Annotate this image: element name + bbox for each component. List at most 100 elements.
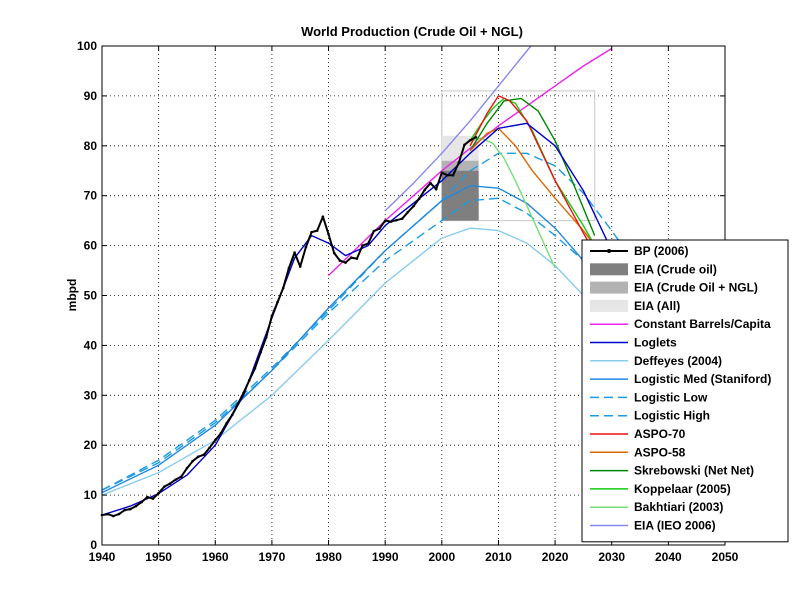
axis-ticks: 1940 1950 1960 1970 1980 1990 2000 2010 2020 2030… bbox=[77, 39, 739, 564]
series-line-loglets bbox=[102, 122, 613, 516]
legend-label: Constant Barrels/Capita bbox=[634, 317, 771, 331]
bp-point bbox=[112, 514, 115, 518]
bp-point bbox=[259, 351, 262, 354]
bp-point bbox=[174, 478, 177, 481]
bp-point bbox=[400, 217, 404, 220]
bp-point bbox=[344, 261, 347, 264]
eia-fills bbox=[441, 90, 596, 222]
bp-point bbox=[446, 173, 449, 177]
bp-point bbox=[293, 251, 296, 254]
bp-point bbox=[332, 251, 336, 255]
bp-point bbox=[468, 139, 472, 142]
bp-point bbox=[429, 181, 432, 185]
bp-point bbox=[412, 204, 415, 208]
bp-point bbox=[106, 512, 109, 516]
legend-label: EIA (Crude oil) bbox=[634, 262, 717, 276]
y-tick-label: 60 bbox=[84, 239, 98, 253]
y-tick-label: 90 bbox=[84, 89, 98, 103]
legend-label: Logistic High bbox=[634, 409, 710, 423]
bp-point bbox=[157, 491, 160, 495]
y-tick-label: 10 bbox=[84, 488, 98, 502]
bp-point bbox=[163, 485, 166, 488]
bp-point bbox=[179, 475, 183, 478]
bp-point bbox=[389, 220, 393, 223]
bp-point bbox=[151, 497, 155, 500]
bp-point bbox=[134, 504, 138, 508]
legend-label: EIA (Crude Oil + NGL) bbox=[634, 281, 758, 295]
series-line-logistic-med-staniford bbox=[102, 184, 613, 494]
series-layer bbox=[100, 46, 641, 518]
bp-point bbox=[196, 455, 200, 458]
bp-point bbox=[327, 232, 330, 236]
bp-point bbox=[146, 495, 149, 499]
bp-point bbox=[434, 187, 438, 191]
bp-point bbox=[304, 245, 308, 249]
x-tick-label: 2010 bbox=[485, 550, 512, 564]
bp-point bbox=[253, 367, 257, 370]
x-tick-label: 1990 bbox=[372, 550, 399, 564]
series-line-skrebowski-net-net bbox=[469, 97, 596, 236]
y-axis-label: mbpd bbox=[65, 279, 79, 312]
series-line-aspo-70 bbox=[469, 95, 596, 254]
bp-point bbox=[321, 215, 325, 218]
bp-point bbox=[457, 161, 461, 165]
bp-point bbox=[406, 210, 410, 214]
bp-point bbox=[361, 244, 364, 247]
legend: BP (2006) EIA (Crude oil) EIA (Crude Oil +… bbox=[581, 239, 789, 543]
legend-label: EIA (IEO 2006) bbox=[634, 519, 716, 533]
bp-point bbox=[378, 227, 381, 230]
y-tick-label: 70 bbox=[84, 189, 98, 203]
bp-point bbox=[310, 230, 313, 234]
bp-point bbox=[440, 171, 444, 175]
bp-point bbox=[287, 266, 291, 270]
bp-point bbox=[117, 512, 121, 516]
bp-point bbox=[281, 286, 285, 290]
legend-label: Bakhtiari (2003) bbox=[634, 500, 723, 514]
bp-point bbox=[247, 379, 251, 382]
bp-point bbox=[366, 242, 370, 245]
bp-point bbox=[417, 197, 421, 200]
bp-point bbox=[168, 482, 172, 485]
legend-label: BP (2006) bbox=[634, 244, 688, 258]
bp-point bbox=[270, 314, 274, 318]
legend-label: Deffeyes (2004) bbox=[634, 354, 722, 368]
bp-point bbox=[276, 300, 279, 304]
bp-point bbox=[191, 459, 194, 463]
bp-point bbox=[264, 336, 268, 339]
legend-swatch bbox=[590, 281, 628, 294]
y-tick-label: 30 bbox=[84, 388, 98, 402]
bp-point bbox=[123, 508, 126, 512]
bp-point bbox=[236, 402, 240, 406]
bp-point bbox=[395, 218, 398, 222]
series-line-logistic-low bbox=[102, 197, 630, 491]
bp-point bbox=[383, 219, 387, 222]
bp-point bbox=[219, 431, 223, 435]
y-tick-label: 80 bbox=[84, 139, 98, 153]
legend-marker bbox=[607, 249, 611, 253]
legend-label: Koppelaar (2005) bbox=[634, 482, 731, 496]
bp-point bbox=[213, 438, 217, 442]
series-line-logistic-high bbox=[102, 152, 641, 491]
bp-point bbox=[225, 421, 228, 425]
x-tick-label: 2020 bbox=[542, 550, 569, 564]
x-tick-label: 1950 bbox=[145, 550, 172, 564]
bp-point bbox=[230, 413, 234, 417]
legend-label: ASPO-70 bbox=[634, 427, 686, 441]
y-tick-label: 50 bbox=[84, 289, 98, 303]
legend-label: ASPO-58 bbox=[634, 445, 686, 459]
x-tick-label: 1970 bbox=[259, 550, 286, 564]
legend-swatch bbox=[590, 299, 628, 312]
legend-label: Logistic Med (Staniford) bbox=[634, 372, 771, 386]
bp-point bbox=[208, 446, 211, 449]
bp-point bbox=[463, 143, 466, 147]
bp-point bbox=[202, 453, 206, 456]
bp-point bbox=[355, 257, 359, 260]
x-tick-label: 2030 bbox=[598, 550, 625, 564]
bp-point bbox=[349, 256, 353, 259]
x-tick-label: 1960 bbox=[202, 550, 229, 564]
bp-point bbox=[298, 265, 302, 268]
y-tick-label: 100 bbox=[77, 39, 97, 53]
legend-label: EIA (All) bbox=[634, 299, 680, 313]
y-tick-label: 20 bbox=[84, 438, 98, 452]
bp-point bbox=[185, 466, 189, 470]
